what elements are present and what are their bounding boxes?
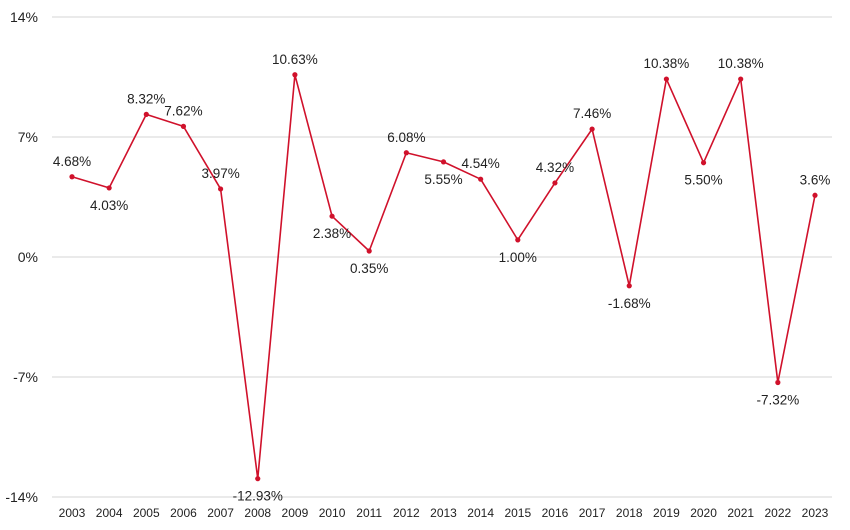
x-tick-label: 2007 xyxy=(207,506,234,520)
data-label: 5.50% xyxy=(684,173,722,188)
y-axis-ticks: 14% 7% 0% -7% -14% xyxy=(5,9,38,505)
x-tick-label: 2012 xyxy=(393,506,420,520)
data-point xyxy=(738,76,744,82)
data-label: 0.35% xyxy=(350,261,388,276)
data-point xyxy=(143,111,149,117)
data-label: 7.62% xyxy=(164,103,202,118)
data-label: -7.32% xyxy=(756,392,799,407)
x-tick-label: 2018 xyxy=(616,506,643,520)
data-label: 5.55% xyxy=(424,172,462,187)
data-label: 10.38% xyxy=(644,56,690,71)
x-tick-label: 2015 xyxy=(504,506,531,520)
x-tick-label: 2005 xyxy=(133,506,160,520)
x-tick-label: 2010 xyxy=(319,506,346,520)
x-tick-label: 2003 xyxy=(59,506,86,520)
data-point xyxy=(663,76,670,82)
data-point xyxy=(329,213,335,219)
data-point xyxy=(812,192,818,198)
data-point xyxy=(292,72,298,78)
data-label: 4.03% xyxy=(90,198,128,213)
data-point xyxy=(255,476,261,482)
x-axis-ticks: 2003 2004 2005 2006 2007 2008 2009 2010 2011 2012… xyxy=(59,506,829,520)
data-point xyxy=(478,176,484,182)
x-tick-label: 2016 xyxy=(542,506,569,520)
data-point xyxy=(403,150,409,156)
y-tick-label: 7% xyxy=(18,129,38,145)
x-tick-label: 2020 xyxy=(690,506,717,520)
y-tick-label: 0% xyxy=(18,249,38,265)
y-tick-label: 14% xyxy=(10,9,38,25)
data-point xyxy=(626,283,632,289)
data-point xyxy=(552,180,558,186)
data-point xyxy=(775,379,781,386)
data-label: 4.32% xyxy=(536,160,574,175)
data-label: 4.54% xyxy=(462,156,500,171)
x-tick-label: 2017 xyxy=(579,506,606,520)
data-label: 4.68% xyxy=(53,154,91,169)
data-point xyxy=(180,123,187,129)
data-point xyxy=(218,186,224,192)
x-tick-label: 2013 xyxy=(430,506,457,520)
y-tick-label: -7% xyxy=(13,369,38,385)
data-label: 1.00% xyxy=(499,250,537,265)
data-point xyxy=(515,237,521,243)
x-tick-label: 2019 xyxy=(653,506,680,520)
data-point xyxy=(366,248,372,254)
data-point xyxy=(106,185,112,191)
data-label: 8.32% xyxy=(127,91,165,106)
x-tick-label: 2011 xyxy=(356,506,382,520)
data-label: 10.38% xyxy=(718,56,764,71)
data-label: -1.68% xyxy=(608,296,651,311)
x-tick-label: 2008 xyxy=(244,506,271,520)
data-series xyxy=(69,72,818,482)
data-point xyxy=(440,159,447,165)
data-point xyxy=(589,126,595,132)
x-tick-label: 2004 xyxy=(96,506,123,520)
x-tick-label: 2021 xyxy=(727,506,754,520)
x-tick-label: 2006 xyxy=(170,506,197,520)
data-label: -12.93% xyxy=(233,489,283,504)
data-labels: 4.68% 4.03% 8.32%7.62% 3.97% -12.93% 10.63% 2.… xyxy=(53,52,831,504)
data-label: 2.38% xyxy=(313,226,351,241)
data-point xyxy=(69,174,75,180)
data-point xyxy=(700,160,707,166)
x-tick-label: 2009 xyxy=(282,506,309,520)
x-tick-label: 2014 xyxy=(467,506,494,520)
x-tick-label: 2022 xyxy=(764,506,791,520)
data-label: 3.6% xyxy=(800,172,831,187)
data-label: 7.46% xyxy=(573,106,611,121)
data-label: 10.63% xyxy=(272,52,318,67)
data-label: 6.08% xyxy=(387,130,425,145)
data-label: 3.97% xyxy=(201,166,239,181)
y-tick-label: -14% xyxy=(5,489,38,505)
gridlines xyxy=(52,16,832,498)
x-tick-label: 2023 xyxy=(802,506,829,520)
series-line xyxy=(71,73,816,480)
